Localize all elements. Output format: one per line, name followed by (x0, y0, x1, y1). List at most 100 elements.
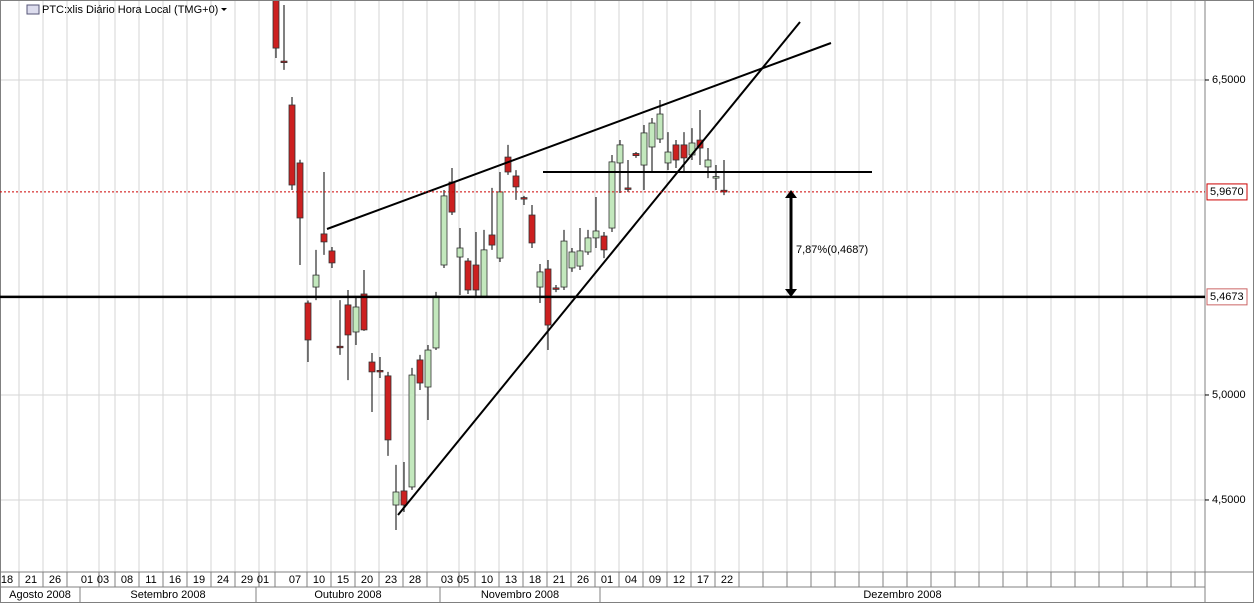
candle-body (384, 375, 392, 441)
x-tick-label: 08 (121, 574, 133, 586)
candle-body (368, 361, 376, 373)
candle-body (320, 233, 328, 243)
candle-body (272, 0, 280, 49)
candle-body (304, 302, 312, 341)
x-tick-label: 20 (361, 574, 373, 586)
x-tick-label: 10 (481, 574, 493, 586)
x-tick-label: 16 (169, 574, 181, 586)
candle-body (440, 195, 448, 266)
candle-body (584, 237, 592, 253)
month-label: Novembro 2008 (481, 589, 559, 601)
axes: 4,5000 5,0000 6,5000 18 21 26 01 03 08 11 16 19 24 29… (1, 74, 1246, 603)
month-label: Setembro 2008 (130, 589, 205, 601)
candle-body (576, 250, 584, 267)
drawings (326, 21, 872, 516)
x-tick-label: 07 (289, 574, 301, 586)
candle-body (288, 104, 296, 186)
x-tick-label: 28 (409, 574, 421, 586)
x-tick-label: 24 (217, 574, 229, 586)
header: PTC:xlis Diário Hora Local (TMG+0) (26, 4, 227, 16)
y-tick-label: 6,5000 (1212, 74, 1246, 86)
dropdown[interactable] (221, 8, 227, 11)
candle-body (392, 491, 400, 506)
candle-body (704, 159, 712, 168)
x-tick-label: 04 (625, 574, 637, 586)
x-tick-label: 03 (441, 574, 453, 586)
arrow-head (785, 190, 797, 198)
candle-body (456, 247, 464, 258)
x-tick-label: 19 (193, 574, 205, 586)
candle-body (632, 153, 640, 156)
candle-body (600, 235, 608, 251)
month-label: Agosto 2008 (9, 589, 71, 601)
x-tick-label: 29 (241, 574, 253, 586)
candle-body (472, 264, 480, 291)
candle-body (480, 249, 488, 298)
y-tick-label: 4,5000 (1212, 494, 1246, 506)
candle-body (664, 151, 672, 164)
candle-body (656, 113, 664, 140)
candle-body (400, 490, 408, 506)
candle-body (680, 144, 688, 159)
x-tick-label: 22 (721, 574, 733, 586)
candle-body (280, 60, 288, 64)
candle-body (552, 287, 560, 290)
candle-body (568, 251, 576, 269)
candle-body (328, 250, 336, 264)
candle-body (432, 295, 440, 349)
candle-body (608, 161, 616, 229)
x-tick-label: 01 (601, 574, 613, 586)
x-tick-label: 01 (81, 574, 93, 586)
candle-body (416, 359, 424, 384)
price-label-box (1206, 288, 1248, 306)
annotation: 7,87%(0,4687) (796, 244, 868, 256)
month-label: Dezembro 2008 (863, 589, 941, 601)
x-tick-label: 03 (97, 574, 109, 586)
candle-body (360, 293, 368, 331)
x-tick-label: 09 (649, 574, 661, 586)
price-label: 5,9670 (1210, 186, 1244, 198)
icon (26, 4, 40, 15)
grid (0, 0, 1205, 572)
candle-body (560, 240, 568, 288)
x-tick-label: 21 (25, 574, 37, 586)
candle-body (536, 271, 544, 288)
header-title: PTC:xlis Diário Hora Local (TMG+0) (42, 4, 218, 16)
candle-body (496, 191, 504, 259)
x-tick-label: 18 (529, 574, 541, 586)
x-tick-label: 12 (673, 574, 685, 586)
candle-body (512, 175, 520, 188)
candle-body (488, 234, 496, 246)
candle-body (624, 187, 632, 190)
x-tick-label: 26 (49, 574, 61, 586)
candle-body (336, 345, 344, 349)
candle-body (712, 176, 720, 179)
candle-body (424, 349, 432, 388)
candle-body (592, 230, 600, 239)
y-tick-label: 5,0000 (1212, 389, 1246, 401)
x-tick-label: 21 (553, 574, 565, 586)
x-tick-label: 11 (145, 574, 156, 586)
x-tick-label: 18 (1, 574, 13, 586)
candle-body (312, 274, 320, 288)
x-tick-label: 17 (697, 574, 709, 586)
candle-body (352, 306, 360, 333)
candle-body (640, 132, 648, 166)
candle-body (408, 374, 416, 488)
x-tick-label: 26 (577, 574, 589, 586)
candle-body (344, 304, 352, 336)
candles (272, 0, 728, 531)
x-tick-label: 23 (385, 574, 397, 586)
x-tick-label: 01 (257, 574, 269, 586)
month-label: Outubro 2008 (314, 589, 381, 601)
candle-body (448, 181, 456, 213)
x-tick-label: 15 (337, 574, 349, 586)
trendline-upper (326, 42, 832, 230)
price-label: 5,4673 (1210, 291, 1244, 303)
x-tick-label: 13 (505, 574, 517, 586)
candle-body (464, 260, 472, 291)
candle-body (672, 144, 680, 161)
candle-body (648, 122, 656, 148)
